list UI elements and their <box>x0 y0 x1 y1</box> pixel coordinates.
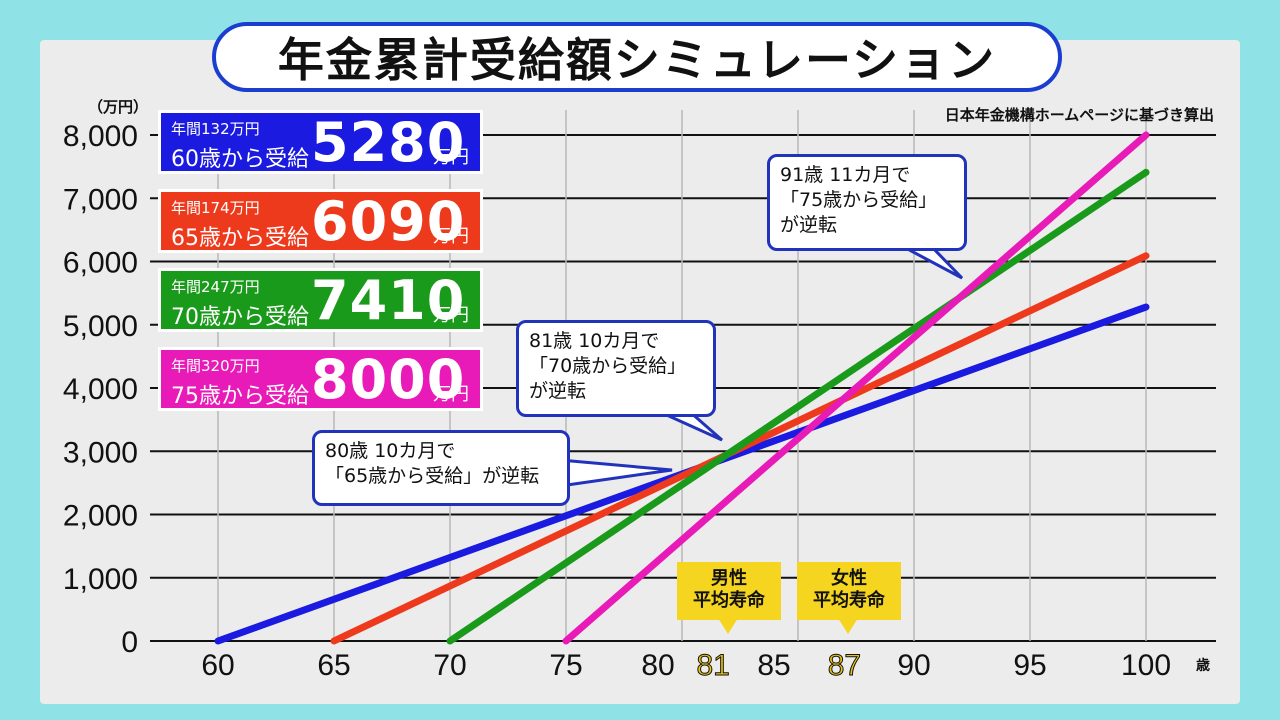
tag-line: 女性 <box>831 568 867 589</box>
x-tick-label: 100 <box>1121 649 1171 682</box>
callout-70-reversal: 81歳 10カ月で 「70歳から受給」 が逆転 <box>516 320 716 417</box>
legend-annual: 年間320万円 <box>171 357 260 375</box>
x-axis-unit: 歳 <box>1196 658 1210 674</box>
y-tick-label: 3,000 <box>63 436 138 469</box>
legend-start-age: 65歳から受給 <box>171 226 309 251</box>
callout-line: 91歳 11カ月で <box>780 164 911 186</box>
source-note: 日本年金機構ホームページに基づき算出 <box>944 106 1214 124</box>
callout-line: 「65歳から受給」が逆転 <box>325 465 540 487</box>
x-tick-label: 95 <box>1013 649 1046 682</box>
series-line <box>446 168 1150 645</box>
legend-total: 6090 <box>311 190 466 253</box>
legend-unit: 万円 <box>433 147 469 168</box>
legend-item-65: 年間174万円 65歳から受給 6090 万円 <box>158 189 483 253</box>
legend-unit: 万円 <box>433 226 469 247</box>
legend-start-age: 60歳から受給 <box>171 147 309 172</box>
legend-item-75: 年間320万円 75歳から受給 8000 万円 <box>158 347 483 411</box>
legend-start-age: 70歳から受給 <box>171 305 309 330</box>
x-tick-label: 75 <box>549 649 582 682</box>
legend-annual: 年間174万円 <box>171 199 260 217</box>
callout-pointer <box>718 618 738 634</box>
legend-total: 7410 <box>311 269 466 332</box>
callout-line: 81歳 10カ月で <box>529 330 660 352</box>
y-tick-label: 0 <box>121 626 138 659</box>
callout-65-reversal: 80歳 10カ月で 「65歳から受給」が逆転 <box>312 430 570 506</box>
callout-line: 「75歳から受給」 <box>780 189 938 211</box>
y-tick-labels: 0 1,000 2,000 3,000 4,000 5,000 6,000 7,000 8,00… <box>63 120 138 659</box>
legend-total: 5280 <box>311 111 466 174</box>
x-highlight-tick-label: 81 <box>697 649 730 682</box>
title-banner: 年金累計受給額シミュレーション <box>212 22 1062 92</box>
y-tick-label: 2,000 <box>63 500 138 533</box>
legend-item-60: 年間132万円 60歳から受給 5280 万円 <box>158 110 483 174</box>
x-tick-label: 80 <box>641 649 674 682</box>
callout-pointer <box>838 618 858 634</box>
y-tick-label: 4,000 <box>63 373 138 406</box>
x-tick-label: 65 <box>317 649 350 682</box>
callout-line: 80歳 10カ月で <box>325 440 456 462</box>
y-tick-label: 7,000 <box>63 183 138 216</box>
legend-item-70: 年間247万円 70歳から受給 7410 万円 <box>158 268 483 332</box>
female-life-expectancy-tag: 女性 平均寿命 <box>797 562 901 620</box>
legend-annual: 年間247万円 <box>171 278 260 296</box>
series-lines <box>214 131 1150 645</box>
page-title: 年金累計受給額シミュレーション <box>277 33 997 87</box>
legend-annual: 年間132万円 <box>171 120 260 138</box>
tag-line: 平均寿命 <box>813 590 885 611</box>
y-tick-label: 8,000 <box>63 120 138 153</box>
tag-line: 平均寿命 <box>693 590 765 611</box>
y-tick-label: 1,000 <box>63 563 138 596</box>
y-tick-label: 6,000 <box>63 247 138 280</box>
y-axis-unit: （万円） <box>88 98 149 116</box>
x-tick-label: 90 <box>897 649 930 682</box>
x-tick-label: 85 <box>757 649 790 682</box>
callout-line: が逆転 <box>780 214 838 236</box>
male-life-expectancy-tag: 男性 平均寿命 <box>677 562 781 620</box>
tag-line: 男性 <box>711 568 747 589</box>
callout-line: が逆転 <box>529 380 587 402</box>
legend-total: 8000 <box>311 348 466 411</box>
series-line <box>562 131 1150 645</box>
x-tick-labels: 60 65 70 75 80 85 90 95 100 81 87 <box>201 649 1171 683</box>
legend-unit: 万円 <box>433 305 469 326</box>
x-highlight-tick-label: 87 <box>828 649 861 682</box>
callout-75-reversal: 91歳 11カ月で 「75歳から受給」 が逆転 <box>767 154 967 251</box>
legend-unit: 万円 <box>433 384 469 405</box>
x-tick-label: 70 <box>433 649 466 682</box>
x-tick-label: 60 <box>201 649 234 682</box>
callout-line: 「70歳から受給」 <box>529 355 687 377</box>
legend-start-age: 75歳から受給 <box>171 384 309 409</box>
y-tick-label: 5,000 <box>63 310 138 343</box>
